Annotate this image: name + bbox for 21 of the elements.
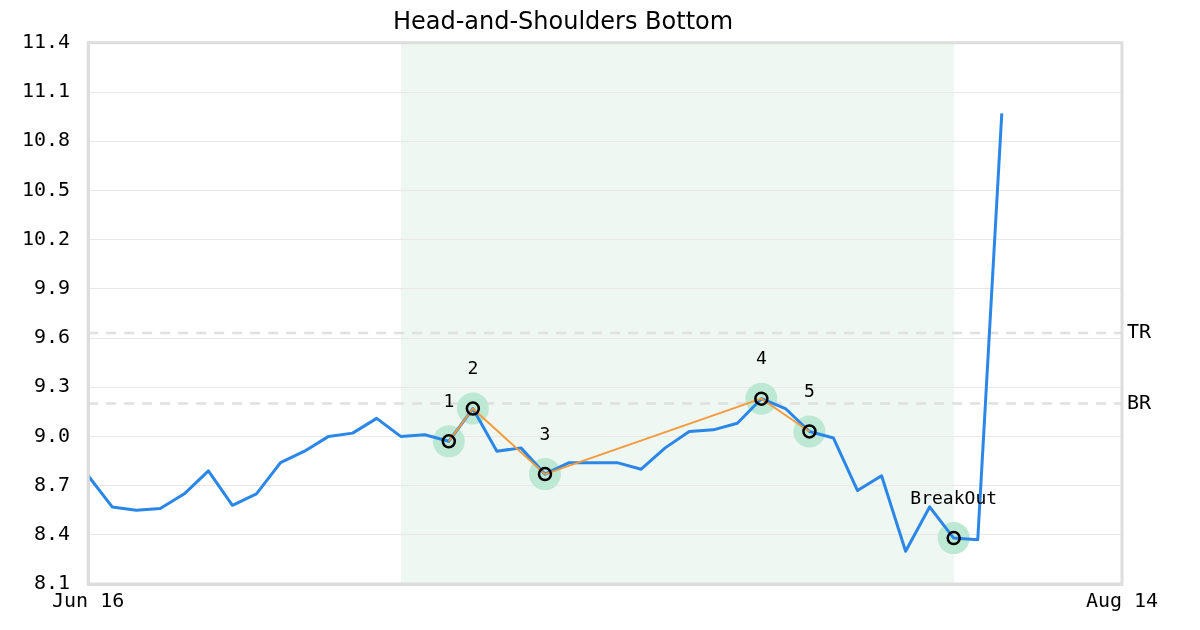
- y-tick-label: 11.4: [21, 29, 71, 53]
- y-tick-label: 9.0: [34, 422, 71, 447]
- annotation: 2: [467, 357, 479, 379]
- ref-line-label: BR: [1127, 389, 1153, 414]
- annotation: 3: [539, 422, 551, 444]
- ref-line-label: TR: [1127, 319, 1153, 344]
- annotation: 5: [804, 380, 815, 402]
- chart-title: Head-and-Shoulders Bottom: [392, 6, 734, 35]
- y-tick-label: 10.5: [21, 176, 71, 201]
- y-tick-label: 8.7: [34, 471, 71, 496]
- y-tick-label: 9.9: [34, 275, 71, 299]
- y-tick-label: 9.3: [34, 373, 71, 398]
- annotation: 1: [443, 389, 455, 411]
- y-tick-label: 9.6: [34, 324, 71, 349]
- y-tick-label: 11.1: [21, 78, 71, 103]
- x-tick-label: Aug 14: [1085, 588, 1159, 613]
- annotation: 4: [755, 347, 767, 369]
- y-tick-label: 10.2: [21, 225, 71, 250]
- y-tick-label: 8.4: [34, 521, 71, 545]
- y-tick-label: 10.8: [21, 127, 71, 152]
- x-tick-label: Jun 16: [52, 588, 125, 613]
